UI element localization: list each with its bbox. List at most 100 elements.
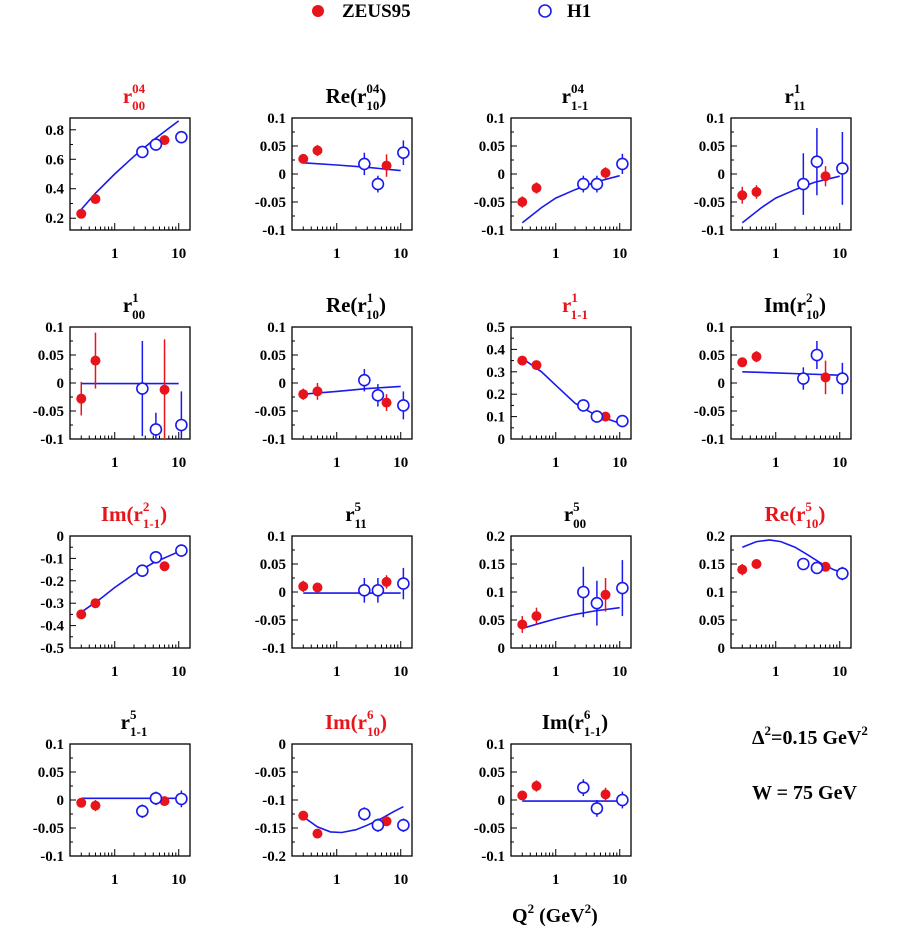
h1-point	[577, 585, 590, 599]
plot-frame	[291, 535, 413, 649]
y-tick-label: 0	[279, 585, 287, 601]
plot-frame	[510, 743, 632, 857]
y-tick-label: -0.1	[481, 849, 505, 865]
title-subscript: 1-1	[143, 516, 160, 531]
panel-title: r5 00	[564, 499, 586, 531]
h1-point	[797, 177, 810, 191]
x-tick-label: 10	[171, 246, 186, 262]
panel-title: Im(r2 1-1)	[101, 499, 167, 531]
x-tick-label: 10	[832, 664, 847, 680]
x-tick-label: 10	[393, 455, 408, 471]
model-curve	[741, 175, 840, 224]
h1-point	[577, 781, 590, 794]
y-tick-label: 0	[57, 529, 65, 545]
h1-point	[590, 177, 604, 191]
x-tick-label: 1	[111, 455, 119, 471]
h1-point	[371, 584, 385, 597]
h1-point	[358, 373, 371, 387]
y-tick-label: 0.15	[699, 557, 725, 573]
x-tick-label: 10	[393, 246, 408, 262]
panel-9: Im(r2 1-1) 0 -0.1 -0.2 -0.3 -0.4 -0.5 1 10	[40, 499, 191, 680]
h1-point	[397, 818, 410, 832]
panel-1: r04 00 0.2 0.4 0.6 0.8 1 10	[45, 81, 191, 262]
title-main: Re(r	[326, 293, 367, 317]
plot-frame	[69, 117, 191, 231]
plot-frame	[69, 743, 191, 857]
y-tick-label: 0.2	[486, 387, 505, 403]
y-tick-label: 0	[498, 432, 506, 448]
title-subscript: 1-1	[584, 724, 601, 739]
title-superscript: 6	[367, 707, 374, 722]
y-tick-label: -0.5	[40, 641, 64, 657]
h1-point	[590, 410, 604, 423]
y-tick-label: 0.05	[260, 348, 286, 364]
plot-frame	[291, 743, 413, 857]
x-tick-label: 1	[333, 246, 341, 262]
zeus95-point	[76, 393, 87, 404]
y-tick-label: 0.1	[706, 111, 725, 127]
zeus95-point	[312, 145, 323, 156]
zeus95-point	[381, 576, 392, 587]
panel-title: Re(r04 10)	[326, 81, 387, 113]
y-tick-label: -0.1	[40, 849, 64, 865]
y-tick-label: 0.1	[706, 585, 725, 601]
y-tick-label: 0	[498, 167, 506, 183]
panel-3: r04 1-1 0.1 0.05 0 -0.05 -0.1 1 10	[474, 81, 632, 262]
y-tick-label: 0.05	[479, 139, 505, 155]
title-subscript: 1-1	[130, 724, 147, 739]
y-tick-label: 0.05	[479, 765, 505, 781]
y-tick-label: 0.3	[486, 365, 505, 381]
legend: ZEUS95 H1	[312, 1, 591, 22]
y-tick-label: 0	[57, 376, 65, 392]
title-subscript: 00	[132, 307, 145, 322]
panel-title: Re(r1 10)	[326, 290, 386, 322]
zeus95-point	[531, 183, 542, 193]
y-tick-label: -0.1	[481, 223, 505, 239]
y-tick-label: 0.6	[45, 152, 64, 168]
panel-2: Re(r04 10) 0.1 0.05 0 -0.05 -0.1 1 10	[255, 81, 413, 262]
model-curve	[522, 606, 620, 630]
zeus95-point	[531, 781, 542, 791]
x-tick-label: 10	[171, 872, 186, 888]
title-close: )	[819, 293, 826, 317]
zeus95-point	[751, 559, 762, 569]
zeus95-point	[90, 355, 101, 366]
y-tick-label: 0	[718, 376, 726, 392]
h1-point	[836, 162, 849, 175]
panel-15: Im(r6 1-1) 0.1 0.05 0 -0.05 -0.1 1 10	[474, 707, 632, 888]
y-tick-label: -0.1	[40, 551, 64, 567]
y-tick-label: 0.05	[38, 765, 64, 781]
zeus95-point	[159, 384, 170, 395]
y-tick-label: 0.05	[260, 557, 286, 573]
y-tick-label: -0.05	[33, 821, 64, 837]
zeus95-point	[381, 397, 392, 408]
h1-point	[149, 550, 163, 564]
title-subscript: 10	[366, 307, 379, 322]
plot-frame	[510, 117, 632, 231]
panel-4: r1 110.10.050-0.05-0.11 10	[694, 81, 852, 262]
y-tick-label: 0.1	[45, 320, 64, 336]
panel-5: r1 000.10.050-0.05-0.11 10	[33, 290, 191, 471]
h1-point	[577, 399, 590, 412]
y-tick-label: -0.1	[701, 432, 725, 448]
zeus95-point	[600, 411, 611, 422]
x-tick-label: 1	[333, 664, 341, 680]
zeus95-point	[517, 197, 528, 207]
title-main: Im(r	[542, 710, 584, 734]
y-tick-label: 0.1	[267, 529, 286, 545]
zeus95-point	[600, 167, 611, 178]
legend-label-h1: H1	[567, 1, 591, 22]
y-tick-label: -0.05	[474, 821, 505, 837]
x-tick-label: 10	[832, 455, 847, 471]
y-tick-label: -0.15	[255, 821, 286, 837]
y-tick-label: 0.1	[267, 320, 286, 336]
x-tick-label: 10	[393, 664, 408, 680]
x-tick-label: 1	[772, 455, 780, 471]
title-main: Im(r	[764, 293, 806, 317]
y-tick-label: -0.05	[255, 195, 286, 211]
x-tick-label: 10	[612, 246, 627, 262]
legend-label-zeus: ZEUS95	[342, 1, 411, 22]
zeus95-point	[76, 609, 87, 620]
title-main: r	[564, 502, 573, 526]
